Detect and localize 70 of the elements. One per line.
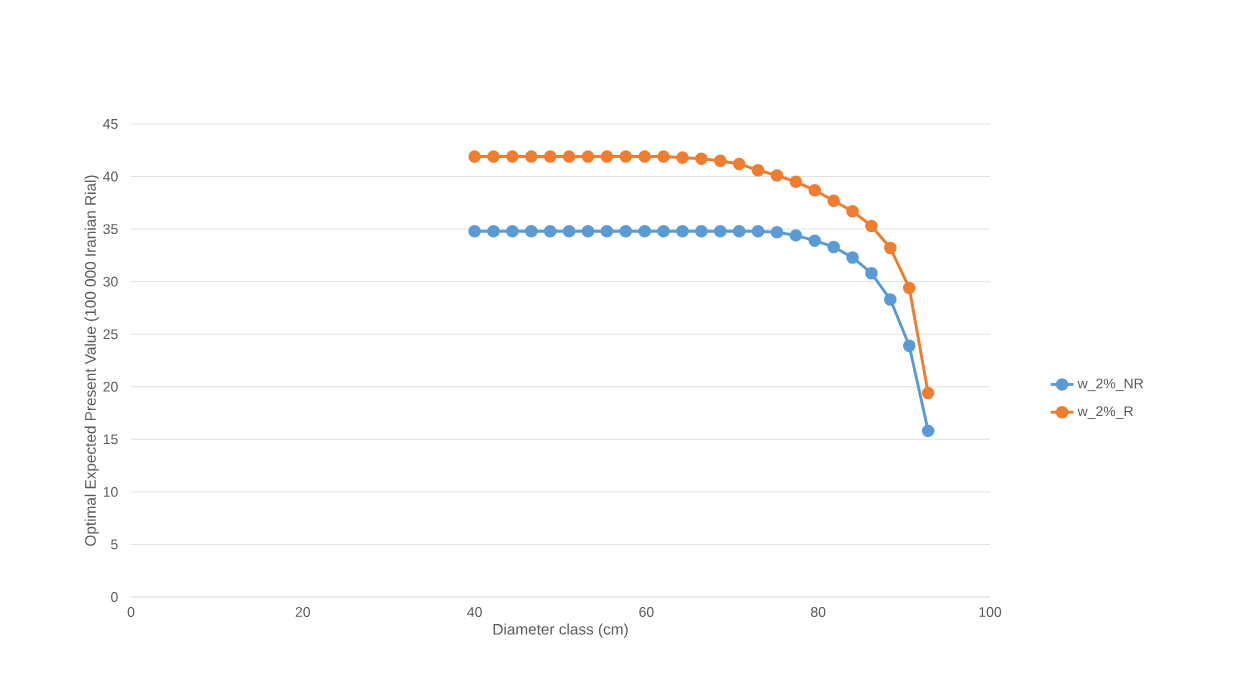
point	[770, 169, 784, 182]
point	[468, 224, 481, 238]
y-tick-label: 35	[103, 224, 118, 235]
y-tick-label: 10	[103, 486, 118, 497]
point	[846, 204, 859, 218]
point	[676, 151, 689, 164]
point	[770, 225, 784, 239]
point	[657, 150, 670, 163]
point	[884, 241, 897, 255]
point	[695, 224, 708, 238]
x-tick-label: 80	[811, 607, 826, 617]
y-tick-label: 25	[103, 329, 118, 340]
point	[638, 150, 651, 163]
x-tick-label: 20	[295, 607, 311, 617]
point	[506, 150, 519, 163]
x-tick-label: 100	[979, 607, 1002, 617]
x-tick-label: 60	[639, 607, 654, 617]
y-tick-label: 20	[103, 381, 118, 392]
y-tick-label: 45	[103, 119, 118, 129]
point	[732, 157, 746, 171]
point	[921, 386, 935, 400]
point	[789, 229, 803, 242]
point	[600, 150, 614, 163]
x-tick-label: 0	[127, 607, 135, 617]
point	[808, 183, 822, 197]
point	[562, 150, 576, 163]
point	[714, 224, 727, 238]
point	[487, 150, 500, 163]
point	[902, 281, 916, 295]
point	[487, 224, 500, 238]
point	[827, 240, 840, 254]
point	[562, 224, 576, 238]
y-axis-title: Optimal Expected Present Value (100 000 Iranian Rial)	[84, 175, 99, 546]
point	[695, 152, 708, 165]
point	[714, 154, 727, 168]
point	[676, 224, 689, 238]
y-tick-label: 5	[111, 539, 118, 550]
point	[657, 224, 670, 238]
point	[846, 251, 859, 264]
y-tick-label: 40	[103, 171, 118, 182]
point	[751, 224, 765, 238]
point	[827, 194, 840, 207]
point	[751, 163, 765, 177]
x-axis-title: Diameter class (cm)	[493, 623, 628, 638]
point	[506, 224, 519, 238]
point	[619, 150, 633, 163]
point	[543, 224, 557, 238]
point	[581, 224, 595, 238]
legend-label: w_2%_R	[1077, 406, 1133, 419]
point	[789, 175, 803, 189]
point	[525, 150, 538, 163]
point	[525, 224, 538, 238]
point	[638, 224, 651, 238]
point	[468, 150, 481, 163]
point	[865, 266, 878, 280]
legend-label: w_2%_NR	[1077, 378, 1144, 392]
point	[808, 234, 822, 247]
point	[543, 150, 557, 163]
point	[884, 293, 897, 306]
point	[619, 224, 633, 238]
point	[732, 224, 746, 238]
point	[581, 150, 595, 163]
x-tick-label: 40	[467, 607, 482, 617]
y-tick-label: 0	[111, 592, 118, 602]
point	[921, 424, 935, 438]
y-tick-label: 30	[103, 276, 118, 287]
y-tick-label: 15	[103, 434, 118, 445]
point	[902, 339, 916, 353]
point	[865, 219, 878, 233]
point	[600, 224, 614, 238]
